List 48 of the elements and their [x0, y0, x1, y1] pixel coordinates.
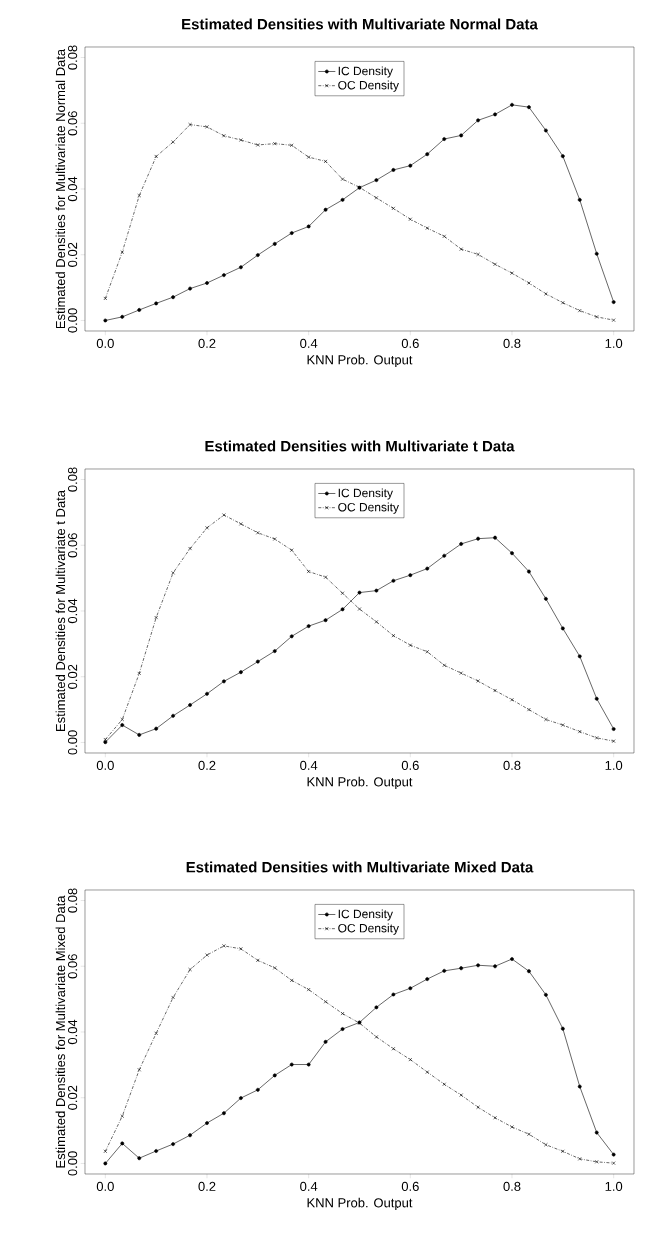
x-tick-label: 0.8: [503, 338, 521, 348]
x-tick-label: 0.0: [96, 338, 114, 348]
chart-title: Estimated Densities with Multivariate Normal Data: [182, 18, 538, 30]
legend-label: IC Density: [338, 488, 393, 500]
x-tick-label: 1.0: [605, 338, 623, 348]
y-tick-label: 0.02: [67, 242, 78, 267]
y-axis-title: Estimated Densities for Multivariate Normal Data: [55, 48, 66, 329]
y-tick-label: 0.06: [67, 533, 78, 558]
x-axis-title: KNN Prob. Output: [307, 354, 413, 367]
legend-label: IC Density: [338, 909, 393, 921]
y-tick-label: 0.00: [67, 730, 78, 755]
x-tick-label: 0.4: [300, 1181, 318, 1191]
legend-label: OC Density: [338, 502, 399, 514]
y-axis-title: Estimated Densities for Multivariate Mixed Data: [55, 895, 66, 1168]
y-tick-label: 0.04: [67, 1019, 78, 1045]
legend-label: OC Density: [338, 80, 399, 92]
x-axis-title: KNN Prob. Output: [307, 776, 413, 789]
y-tick-label: 0.02: [67, 1085, 78, 1110]
y-tick-label: 0.06: [67, 954, 78, 979]
y-tick-label: 0.08: [67, 888, 78, 913]
x-tick-label: 0.2: [198, 338, 216, 348]
x-tick-label: 0.4: [300, 760, 318, 770]
chart-title: Estimated Densities with Multivariate Mixed Data: [186, 861, 534, 873]
x-tick-label: 0.4: [300, 338, 318, 348]
legend-label: OC Density: [338, 923, 399, 935]
y-tick-label: 0.04: [67, 598, 78, 624]
x-tick-label: 0.0: [96, 760, 114, 770]
x-tick-label: 0.2: [198, 760, 216, 770]
x-tick-label: 0.2: [198, 1181, 216, 1191]
y-tick-label: 0.04: [67, 176, 78, 202]
x-tick-label: 0.6: [401, 760, 419, 770]
y-tick-label: 0.06: [67, 111, 78, 136]
x-tick-label: 0.6: [401, 338, 419, 348]
x-tick-label: 1.0: [605, 1181, 623, 1191]
x-tick-label: 0.8: [503, 1181, 521, 1191]
x-tick-label: 0.0: [96, 1181, 114, 1191]
y-tick-label: 0.08: [67, 467, 78, 492]
x-tick-label: 0.6: [401, 1181, 419, 1191]
x-tick-label: 1.0: [605, 760, 623, 770]
x-tick-label: 0.8: [503, 760, 521, 770]
y-tick-label: 0.00: [67, 308, 78, 333]
x-axis-title: KNN Prob. Output: [307, 1197, 413, 1210]
chart-title: Estimated Densities with Multivariate t Data: [205, 440, 515, 452]
legend-label: IC Density: [338, 66, 393, 78]
y-axis-title: Estimated Densities for Multivariate t Data: [55, 490, 66, 731]
y-tick-label: 0.02: [67, 664, 78, 689]
y-tick-label: 0.00: [67, 1151, 78, 1176]
y-tick-label: 0.08: [67, 45, 78, 70]
